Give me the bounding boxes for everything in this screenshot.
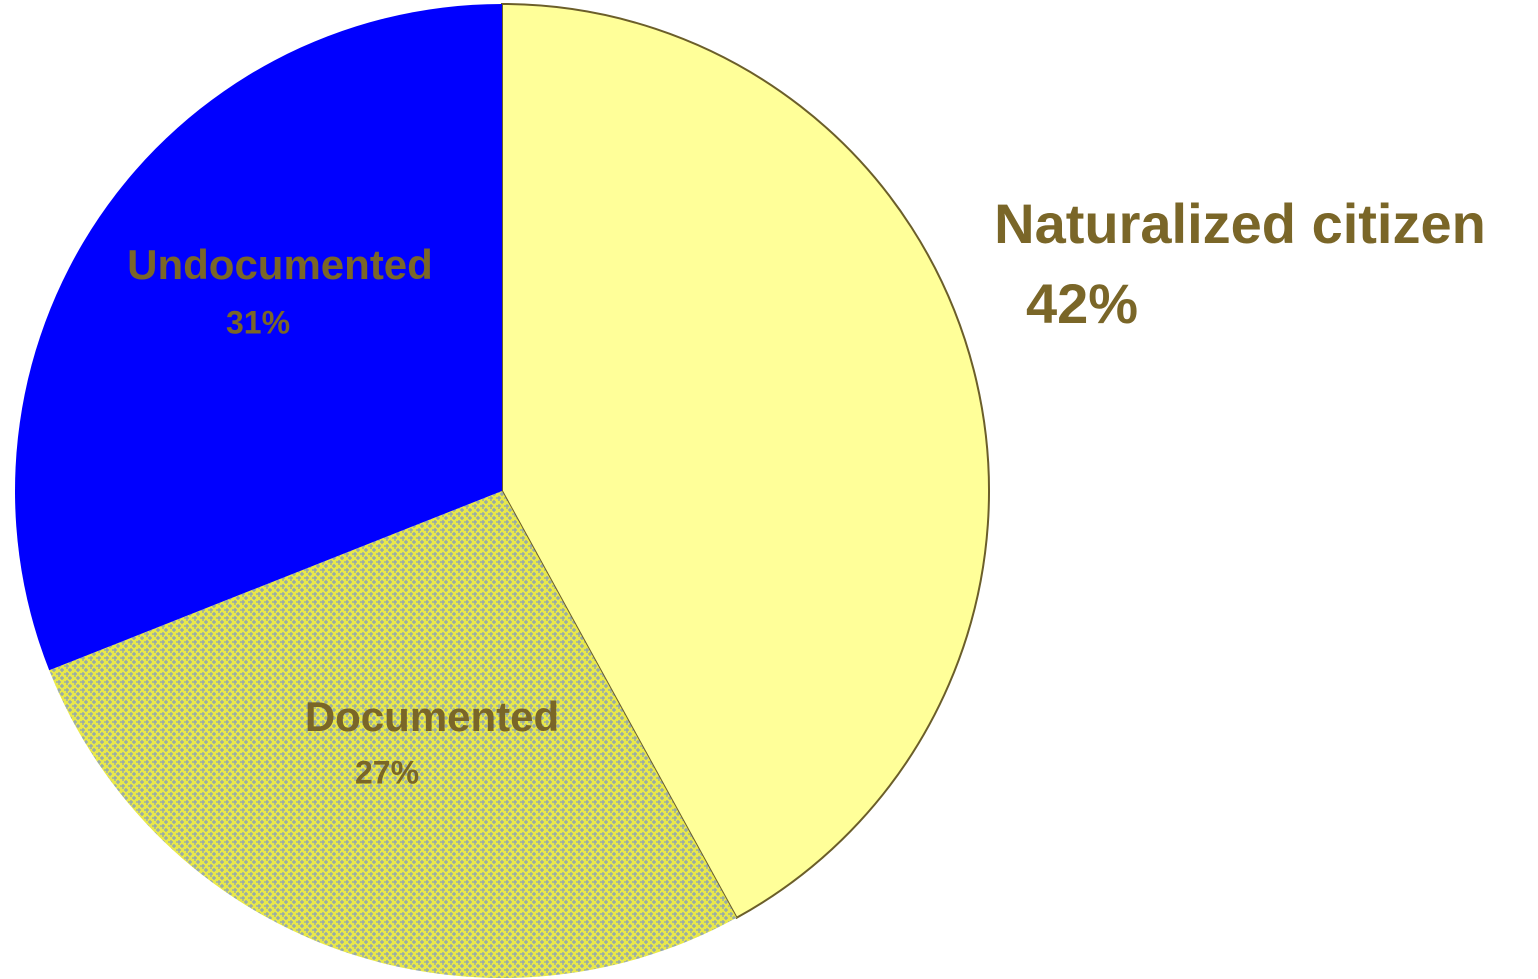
value-label: 31% — [226, 304, 290, 340]
slice-label: Undocumented — [127, 241, 433, 288]
slice-label: Naturalized citizen — [994, 192, 1486, 255]
pie-slice — [501, 2, 990, 920]
value-label: 42% — [1026, 272, 1138, 335]
value-label: 27% — [355, 754, 419, 790]
pie-slice — [49, 491, 737, 979]
slice-label: Documented — [305, 693, 559, 740]
pie-slice — [14, 4, 502, 671]
